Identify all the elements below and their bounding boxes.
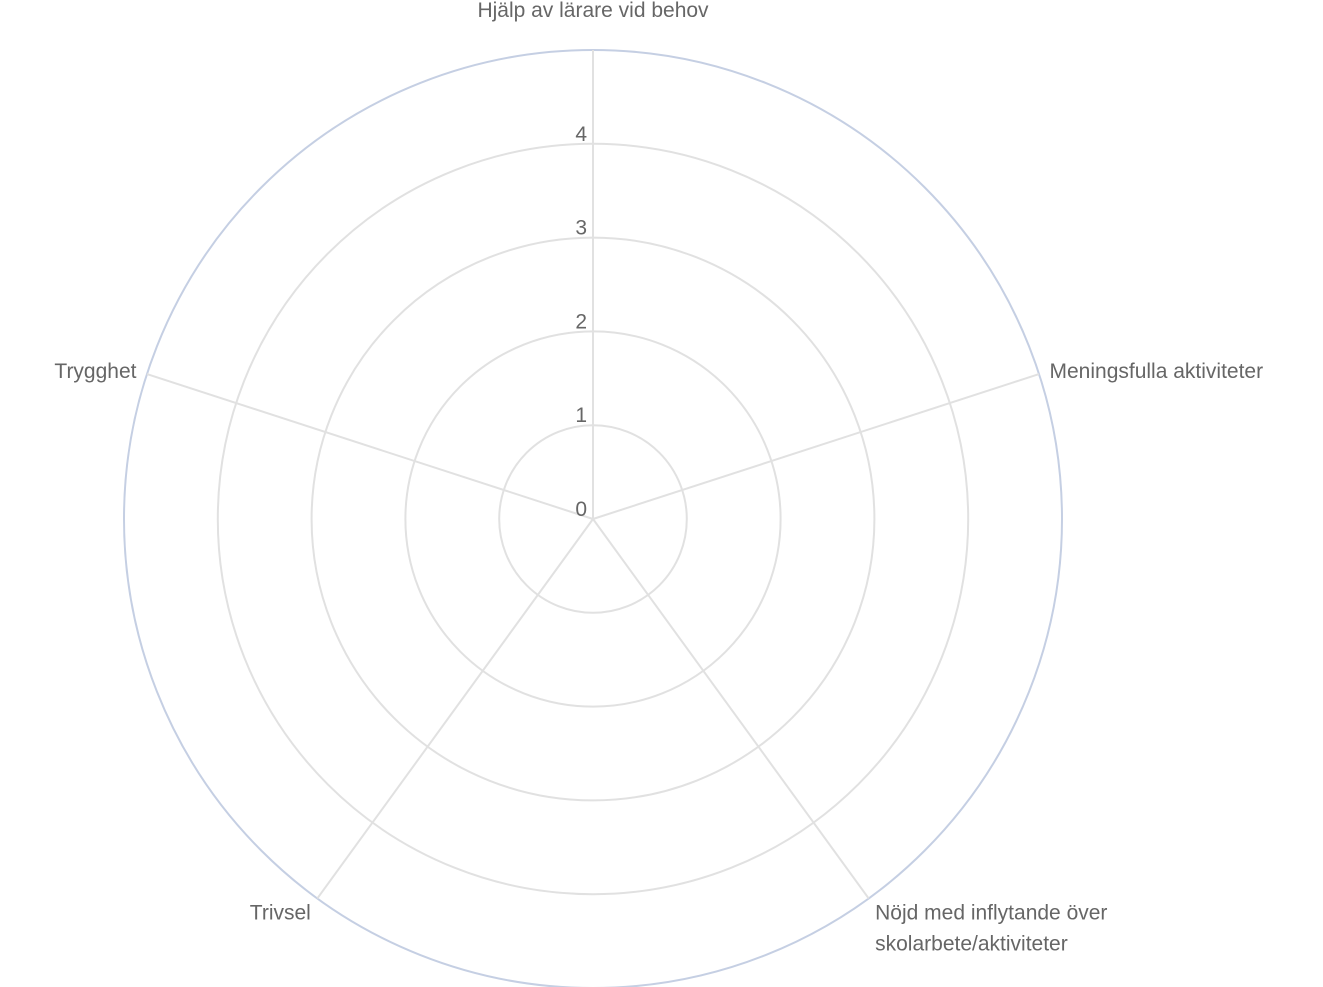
- axis-label-line: Nöjd med inflytande över: [875, 901, 1107, 924]
- axis-label-3: Nöjd med inflytande över skolarbete/aktiv…: [875, 901, 1107, 955]
- axis-labels: Hjälp av lärare vid behov Meningsfulla ak…: [54, 0, 1263, 955]
- axis-label-line: skolarbete/aktiviteter: [875, 932, 1068, 955]
- tick-label-0: 0: [575, 498, 587, 521]
- tick-label-3: 3: [575, 217, 587, 240]
- tick-label-1: 1: [575, 404, 587, 427]
- axis-label-2: Meningsfulla aktiviteter: [1050, 360, 1264, 383]
- tick-label-2: 2: [575, 310, 587, 333]
- axis-spoke-5: [146, 373, 594, 520]
- axis-spoke-4: [316, 518, 594, 900]
- axis-spokes: [146, 50, 1040, 900]
- axis-label-line: Trygghet: [54, 360, 136, 383]
- axis-spoke-3: [592, 518, 870, 900]
- axis-label-line: Trivsel: [250, 901, 311, 924]
- axis-label-1: Hjälp av lärare vid behov: [477, 0, 709, 22]
- axis-label-4: Trivsel: [250, 901, 311, 924]
- tick-label-4: 4: [575, 123, 587, 146]
- axis-label-line: Hjälp av lärare vid behov: [477, 0, 709, 22]
- axis-label-5: Trygghet: [54, 360, 136, 383]
- axis-spoke-2: [592, 373, 1040, 520]
- axis-label-line: Meningsfulla aktiviteter: [1050, 360, 1264, 383]
- tick-labels: 0 1 2 3 4: [575, 123, 587, 521]
